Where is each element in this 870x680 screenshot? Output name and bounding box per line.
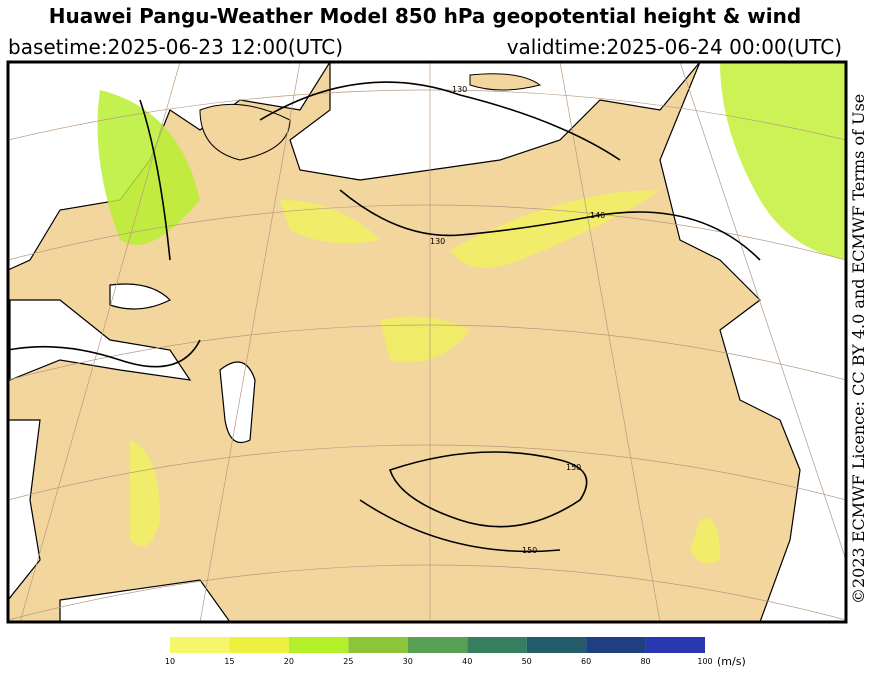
contour-label: 150: [566, 463, 581, 472]
validtime: validtime:2025-06-24 00:00(UTC): [506, 35, 842, 59]
colorbar-box: [645, 637, 705, 653]
title: Huawei Pangu-Weather Model 850 hPa geopo…: [48, 4, 802, 28]
contour-label: 140: [590, 211, 605, 220]
colorbar-box: [407, 637, 468, 653]
colorbar-unit: (m/s): [717, 655, 746, 668]
map: 130 130 140 150 150: [8, 62, 846, 622]
contour-label: 130: [452, 85, 467, 94]
colorbar-box: [348, 637, 408, 653]
colorbar-label: 25: [343, 657, 353, 666]
colorbar-label: 10: [165, 657, 175, 666]
colorbar-box: [586, 637, 646, 653]
contour-labels: 130 130 140 150 150: [430, 85, 605, 555]
colorbar-label: 60: [581, 657, 591, 666]
colorbar-label: 50: [522, 657, 532, 666]
colorbar-label: 40: [462, 657, 472, 666]
map-frame: [6, 60, 848, 624]
colorbar-label: 30: [403, 657, 413, 666]
basetime: basetime:2025-06-23 12:00(UTC): [8, 35, 344, 59]
contour-label: 150: [522, 546, 537, 555]
colorbar-label: 20: [284, 657, 294, 666]
colorbar-box: [229, 637, 289, 653]
colorbar-box: [288, 637, 349, 653]
islands: [199, 73, 542, 161]
colorbar-box: [467, 637, 527, 653]
colorbar-box: [170, 637, 230, 653]
colorbar-label: 15: [224, 657, 234, 666]
contours: [8, 81, 761, 553]
colorbar: 10 15 20 25 30 40 50 60 80 100 (m/s): [165, 637, 746, 668]
wind-shading: [97, 62, 846, 564]
colorbar-label: 80: [640, 657, 650, 666]
contour-label: 130: [430, 237, 445, 246]
colorbar-box: [526, 637, 587, 653]
colorbar-label: 100: [697, 657, 712, 666]
